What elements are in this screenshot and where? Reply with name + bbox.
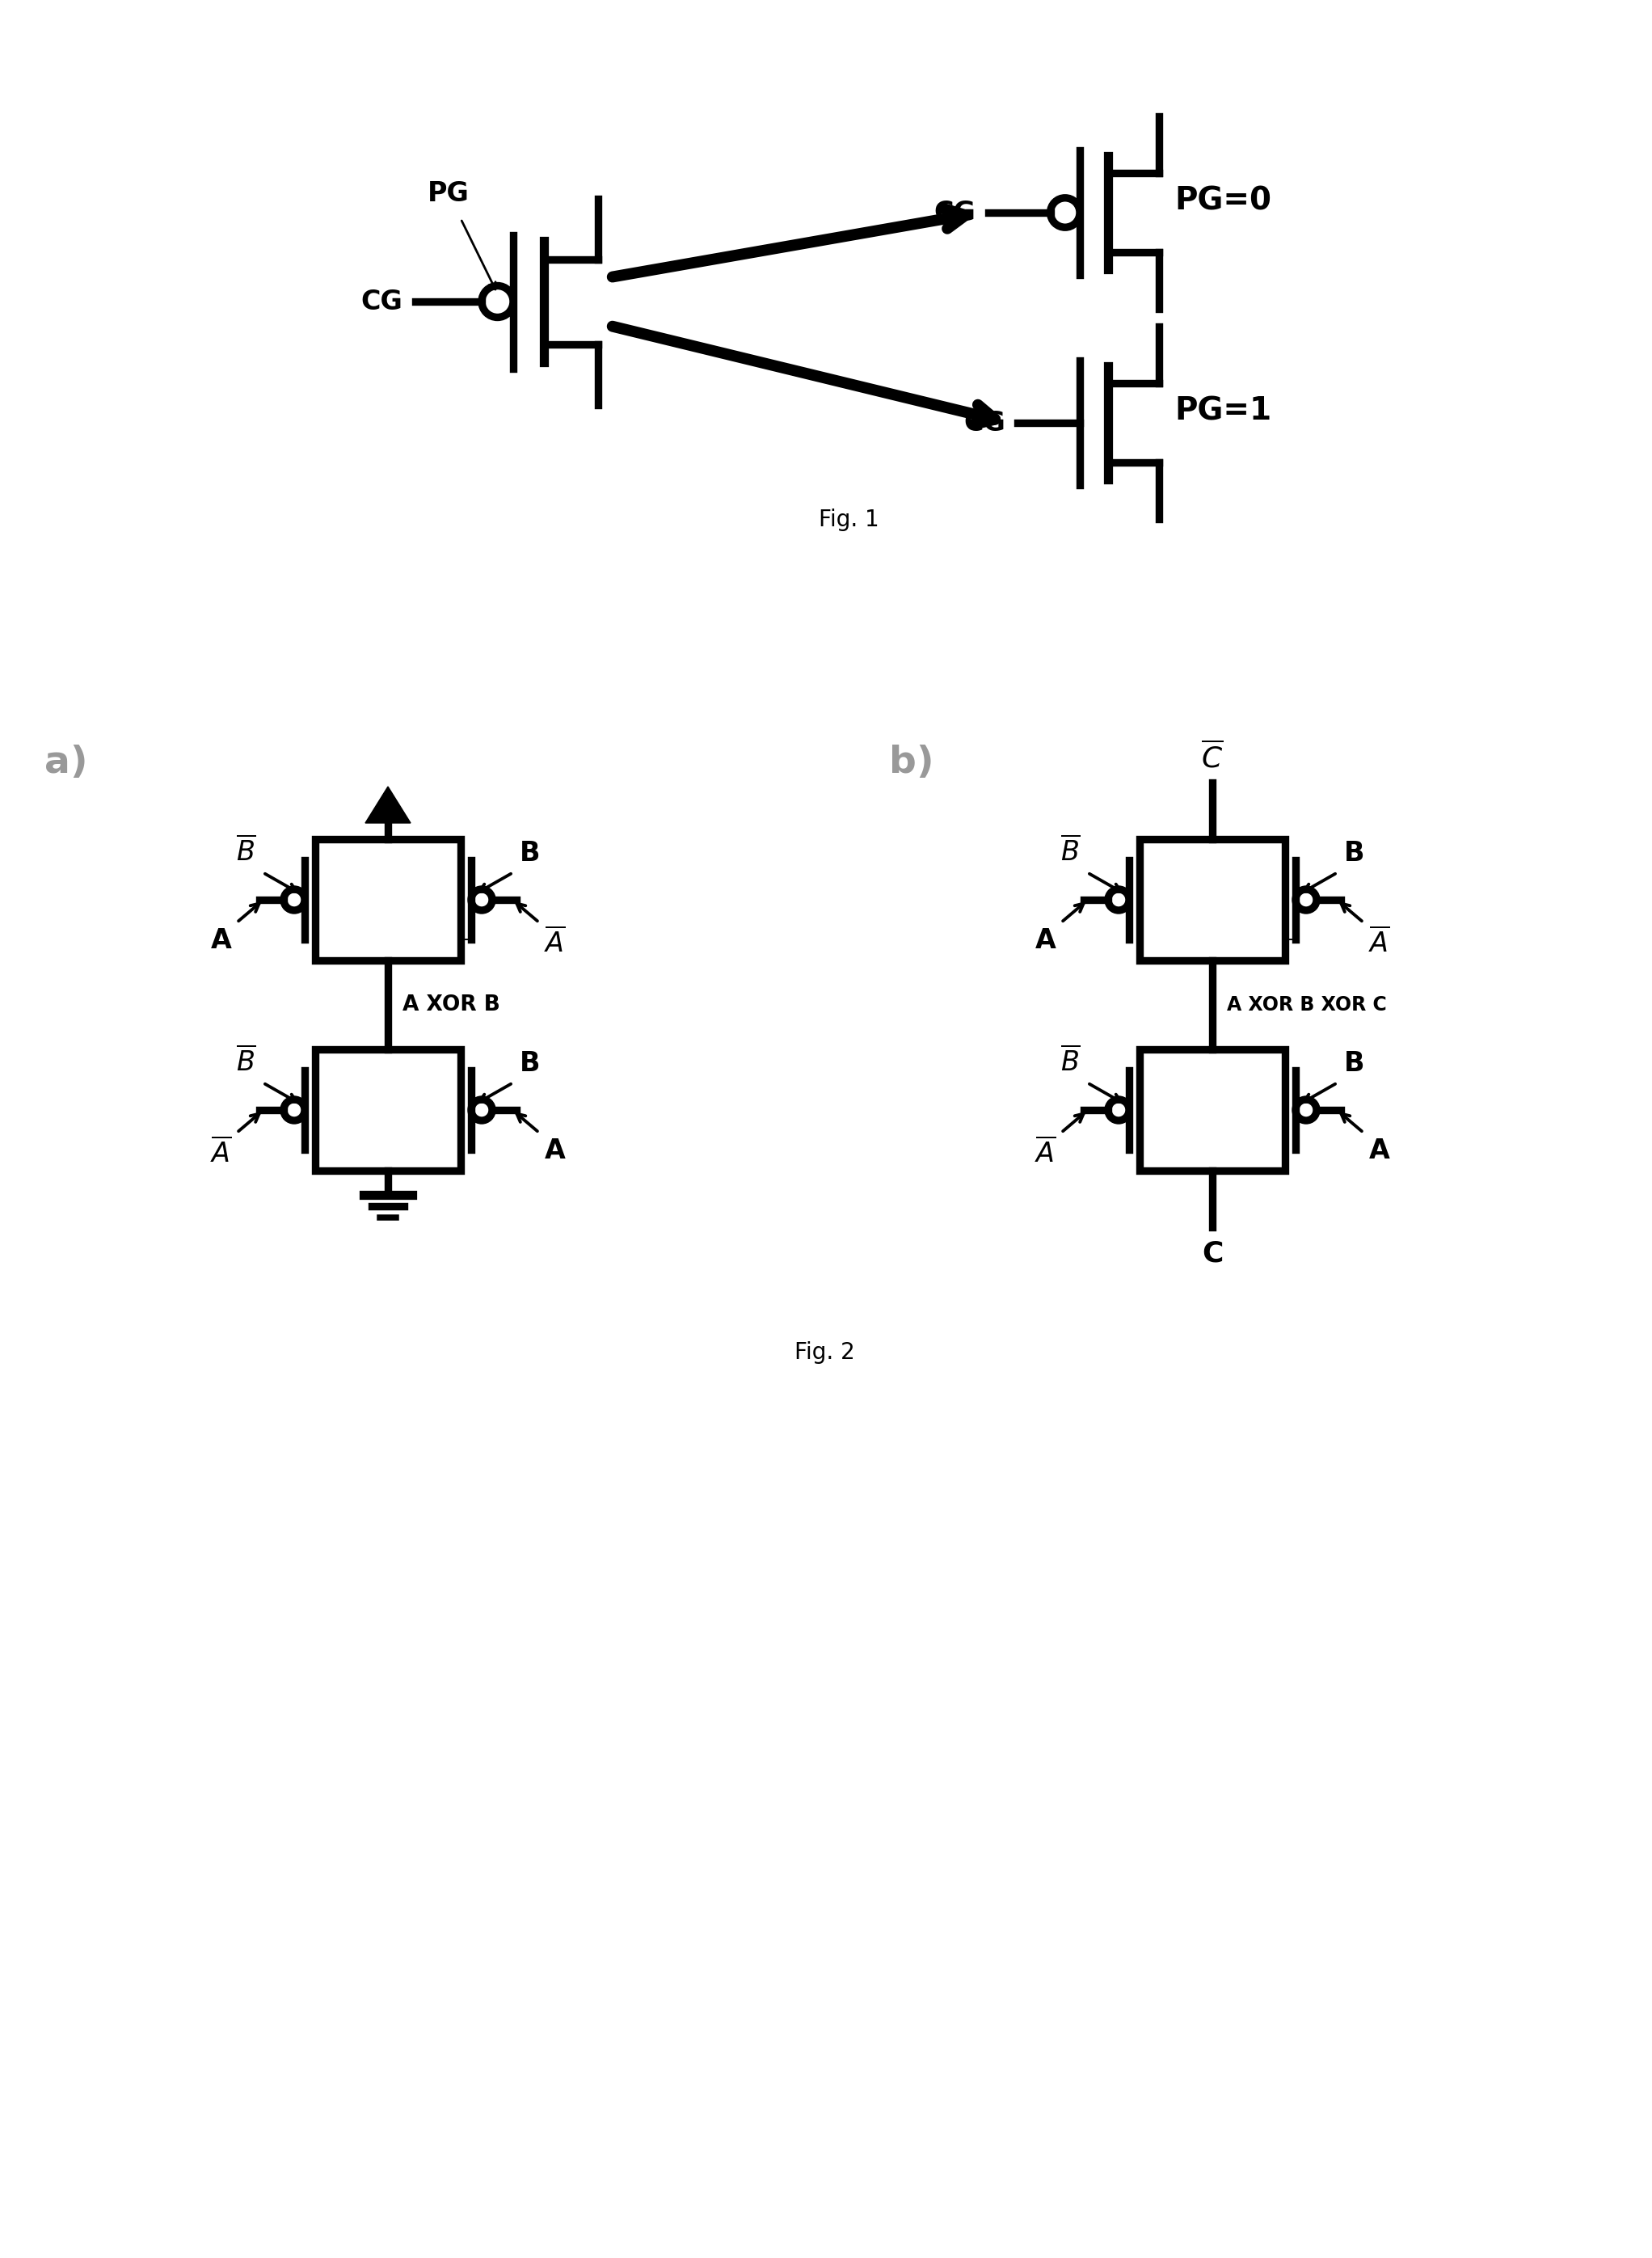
Text: PG=0: PG=0 [1175, 185, 1272, 217]
Polygon shape [365, 786, 411, 822]
Text: $\overline{B}$: $\overline{B}$ [1061, 1048, 1080, 1077]
Text: $\overline{B}$: $\overline{B}$ [1061, 835, 1080, 867]
Text: B: B [1345, 1050, 1365, 1077]
Text: $\overline{A}$: $\overline{A}$ [1368, 928, 1389, 957]
Text: B: B [520, 1050, 540, 1077]
Text: $\overline{A}$: $\overline{A}$ [210, 1138, 231, 1167]
Text: CG: CG [963, 409, 1006, 436]
Text: A: A [1036, 928, 1056, 955]
Bar [316, 840, 461, 960]
Text: $\overline{B}$: $\overline{B}$ [236, 1048, 256, 1077]
Text: CG: CG [933, 199, 976, 226]
Bar [316, 1050, 461, 1170]
Text: PG=1: PG=1 [1175, 395, 1272, 427]
Text: A XOR B: A XOR B [403, 994, 501, 1016]
Text: A XOR B XOR C: A XOR B XOR C [1227, 996, 1386, 1014]
Text: b): b) [889, 745, 933, 781]
Text: $\overline{B}$: $\overline{B}$ [236, 835, 256, 867]
Text: C: C [1201, 1240, 1222, 1267]
Text: $\overline{C}$: $\overline{C}$ [1201, 741, 1224, 772]
Bar [1140, 840, 1285, 960]
Text: A: A [1368, 1138, 1389, 1165]
Text: PG: PG [428, 181, 469, 205]
Text: a): a) [45, 745, 88, 781]
Text: B: B [1345, 840, 1365, 867]
Text: $\overline{A}$: $\overline{A}$ [544, 928, 565, 957]
Text: Fig. 1: Fig. 1 [818, 508, 879, 531]
Text: B: B [520, 840, 540, 867]
Text: $\overline{A}$: $\overline{A}$ [1034, 1138, 1056, 1167]
Text: CG: CG [362, 289, 403, 314]
Text: A: A [211, 928, 231, 955]
Text: Fig. 2: Fig. 2 [795, 1341, 854, 1364]
Text: A: A [544, 1138, 565, 1165]
Bar [1140, 1050, 1285, 1170]
